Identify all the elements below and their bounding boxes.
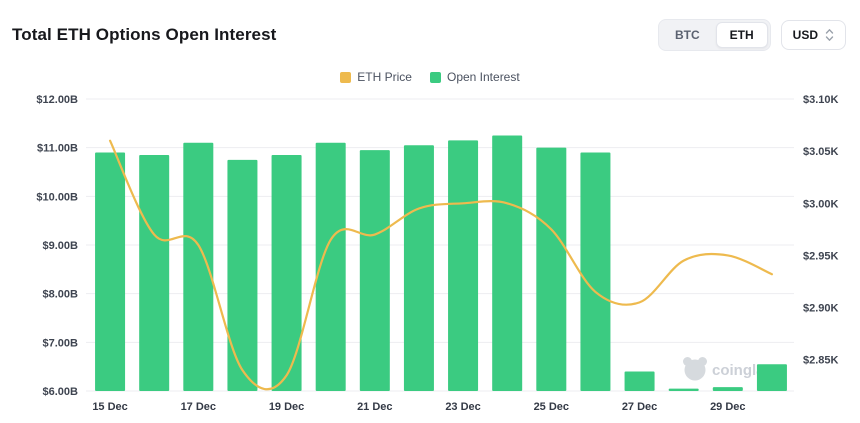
legend-item-eth-price[interactable]: ETH Price <box>340 70 412 84</box>
left-axis-tick-label: $12.00B <box>36 94 78 106</box>
coinglass-bear-icon <box>683 357 692 366</box>
x-axis-tick-label: 25 Dec <box>534 401 569 413</box>
left-axis-tick-label: $8.00B <box>43 289 79 301</box>
bar-22-dec[interactable] <box>403 145 434 391</box>
bar-25-dec[interactable] <box>536 147 567 391</box>
x-axis-tick-label: 15 Dec <box>92 401 127 413</box>
x-axis-tick-label: 27 Dec <box>622 401 657 413</box>
bar-27-dec[interactable] <box>624 371 655 391</box>
bar-18-dec[interactable] <box>227 159 258 391</box>
chart-legend: ETH Price Open Interest <box>0 68 860 86</box>
right-axis-tick-label: $2.85K <box>803 355 839 367</box>
btc-toggle-button[interactable]: BTC <box>661 22 714 48</box>
currency-label: USD <box>792 28 818 42</box>
bar-24-dec[interactable] <box>492 135 523 392</box>
chart-area: $12.00B $11.00B $10.00B $9.00B $8.00B $7.00B $… <box>0 90 860 417</box>
right-axis-tick-label: $3.00K <box>803 198 839 210</box>
coinglass-bear-icon <box>698 357 707 366</box>
bar-16-dec[interactable] <box>139 154 170 391</box>
header: Total ETH Options Open Interest BTC ETH … <box>0 0 860 54</box>
left-axis-tick-label: $9.00B <box>43 240 79 252</box>
eth-price-line <box>108 139 774 391</box>
x-axis-tick-label: 21 Dec <box>357 401 392 413</box>
legend-label: ETH Price <box>357 70 412 84</box>
coin-toggle: BTC ETH <box>657 19 771 51</box>
right-axis-tick-label: $2.95K <box>803 250 839 262</box>
left-axis-tick-label: $11.00B <box>37 143 78 155</box>
bar-19-dec[interactable] <box>271 154 302 391</box>
left-axis-tick-label: $6.00B <box>43 386 79 398</box>
up-down-chevron-icon <box>825 29 834 41</box>
x-axis-tick-label: 17 Dec <box>181 401 216 413</box>
open-interest-swatch <box>429 71 441 83</box>
x-axis-tick-label: 23 Dec <box>445 401 480 413</box>
right-axis-tick-label: $2.90K <box>803 303 839 315</box>
header-controls: BTC ETH USD <box>657 19 846 51</box>
x-axis-tick-label: 19 Dec <box>269 401 304 413</box>
eth-toggle-button[interactable]: ETH <box>715 22 768 48</box>
bar-28-dec[interactable] <box>668 388 699 391</box>
page-title: Total ETH Options Open Interest <box>12 25 277 44</box>
left-axis-tick-label: $10.00B <box>36 191 78 203</box>
bar-26-dec[interactable] <box>580 152 611 391</box>
bar-29-dec[interactable] <box>712 387 743 391</box>
right-axis-tick-label: $3.05K <box>803 146 839 158</box>
bar-21-dec[interactable] <box>359 150 390 391</box>
bar-15-dec[interactable] <box>95 152 126 391</box>
x-axis-tick-label: 29 Dec <box>710 401 745 413</box>
left-axis-tick-label: $7.00B <box>43 337 79 349</box>
bar-23-dec[interactable] <box>448 140 479 391</box>
currency-select[interactable]: USD <box>780 20 846 50</box>
options-oi-chart-svg[interactable]: $12.00B $11.00B $10.00B $9.00B $8.00B $7.00B $… <box>0 90 860 417</box>
bar-30-dec[interactable] <box>756 364 787 391</box>
bar-20-dec[interactable] <box>315 142 346 391</box>
eth-price-swatch <box>340 71 352 83</box>
bar-17-dec[interactable] <box>183 142 214 391</box>
right-axis-tick-label: $3.10K <box>803 94 839 106</box>
legend-label: Open Interest <box>446 70 520 84</box>
legend-item-open-interest[interactable]: Open Interest <box>429 70 520 84</box>
